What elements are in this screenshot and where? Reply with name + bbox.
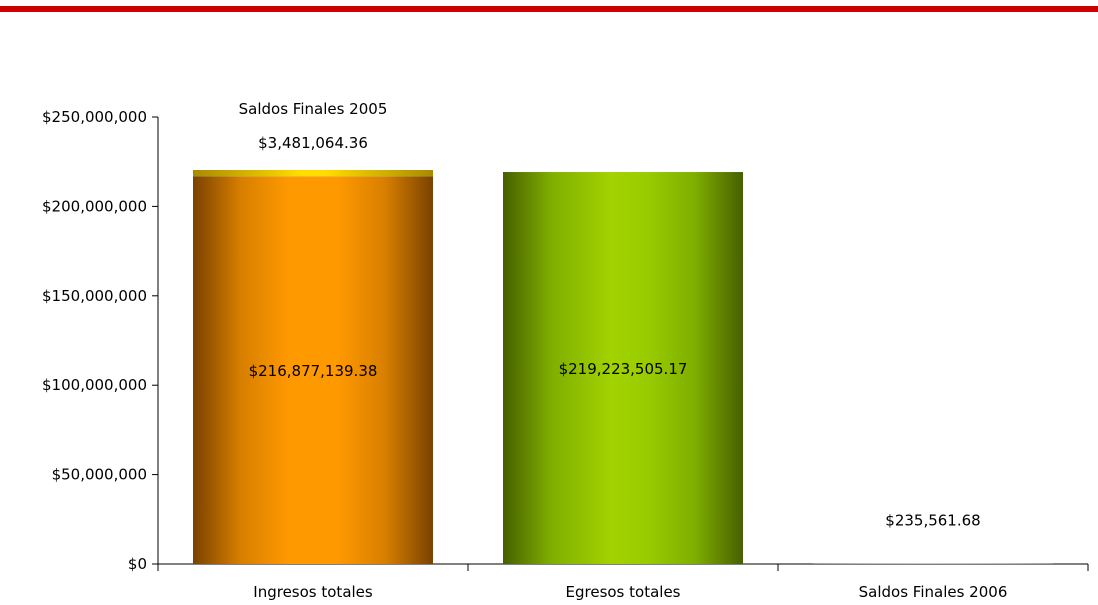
x-tick-label: Egresos totales — [566, 583, 681, 601]
bar-ingresos-totales — [193, 176, 433, 564]
series-name-label: Saldos Finales 2005 — [239, 100, 388, 118]
chart-bars — [193, 169, 1053, 564]
y-tick-label: $200,000,000 — [42, 197, 147, 215]
y-tick-label: $0 — [128, 555, 147, 573]
bar-segment-value-label: $3,481,064.36 — [258, 134, 368, 152]
bar-value-label: $216,877,139.38 — [249, 362, 378, 380]
chart-axes: $0 $50,000,000 $100,000,000 $150,000,000 $20… — [42, 108, 1089, 601]
y-tick-label: $250,000,000 — [42, 108, 147, 126]
top-decor-bar — [0, 0, 1098, 14]
bar-egresos-totales — [503, 172, 743, 564]
x-tick-label: Saldos Finales 2006 — [859, 583, 1008, 601]
bar-value-label: $235,561.68 — [885, 512, 980, 530]
chart-labels: $216,877,139.38 $3,481,064.36 Saldos Final… — [239, 100, 981, 530]
bar-segment-saldos-finales-2005 — [193, 169, 433, 177]
y-tick-label: $50,000,000 — [52, 466, 147, 484]
y-tick-label: $150,000,000 — [42, 287, 147, 305]
y-tick-label: $100,000,000 — [42, 376, 147, 394]
bar-value-label: $219,223,505.17 — [559, 360, 688, 378]
top-red-stripe — [0, 6, 1098, 12]
x-tick-label: Ingresos totales — [253, 583, 373, 601]
